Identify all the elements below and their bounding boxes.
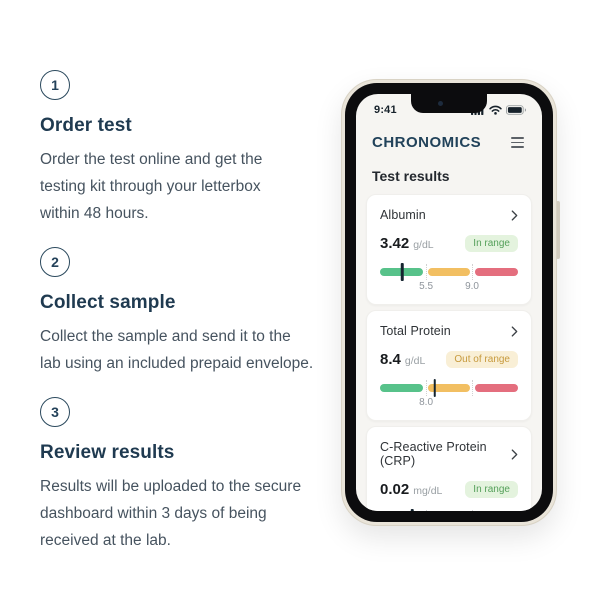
tick-label: 8.0 [419,397,434,408]
status-badge: In range [465,235,518,252]
range-divider [426,264,428,280]
menu-icon[interactable] [509,135,526,149]
value-marker [411,509,414,511]
phone-mockup: 9:41 [341,79,560,526]
range-segment-low [380,384,423,392]
chevron-right-icon [511,448,518,460]
step-description: Results will be uploaded to the secure d… [40,478,302,549]
screen-title: Test results [372,168,450,184]
status-badge: Out of range [446,351,518,368]
result-value: 8.4 [380,351,401,368]
step-title: Order test [40,115,132,136]
notch [411,94,487,113]
tick-label: 5.5 [419,281,434,292]
battery-icon [506,104,526,115]
range-segment-low [380,263,423,281]
range-divider [426,510,428,511]
result-card-total-protein[interactable]: Total Protein 8.4 g/dL Out of range [366,310,532,421]
range-segment-high [475,384,519,392]
steps-column: 1 Order test Order the test online and g… [40,70,338,574]
status-bar: 9:41 [356,94,542,118]
value-marker [400,263,404,281]
phone-screen: 9:41 [356,94,542,511]
range-bar [380,263,519,281]
tick-label: 9.0 [465,281,479,292]
app-logo: CHRONOMICS [372,134,482,151]
step-number-badge: 3 [40,397,70,427]
status-time: 9:41 [374,103,397,116]
range-divider [426,380,428,396]
step-number: 1 [51,77,59,93]
result-unit: g/dL [404,355,426,367]
result-unit: mg/dL [413,485,443,497]
value-marker [433,379,437,397]
chevron-right-icon [511,209,518,221]
range-divider [472,380,474,396]
power-button [555,201,560,259]
step-number-badge: 2 [40,247,70,277]
result-name: C-Reactive Protein (CRP) [380,440,487,468]
result-name: Total Protein [380,324,451,338]
result-unit: g/dL [413,239,434,251]
range-segment-mid [427,379,471,397]
range-segment-mid [427,268,471,276]
range-divider [472,510,474,511]
range-segment-high [475,268,519,276]
range-divider [472,264,474,280]
status-badge: In range [465,481,518,498]
chevron-right-icon [511,325,518,337]
step-number: 2 [51,254,59,270]
step-collect-sample: 2 Collect sample Collect the sample and … [40,247,338,377]
step-title: Review results [40,442,175,463]
result-name: Albumin [380,208,426,222]
phone-bezel: 9:41 [345,83,553,522]
step-description: Order the test online and get the testin… [40,151,263,222]
step-number-badge: 1 [40,70,70,100]
results-list: Albumin 3.42 g/dL In range [356,194,542,511]
result-card-crp[interactable]: C-Reactive Protein (CRP) 0.02 mg/dL In r… [366,426,532,511]
step-number: 3 [51,404,59,420]
step-review-results: 3 Review results Results will be uploade… [40,397,338,554]
wifi-icon [489,105,502,115]
result-card-albumin[interactable]: Albumin 3.42 g/dL In range [366,194,532,305]
step-title: Collect sample [40,292,176,313]
step-order-test: 1 Order test Order the test online and g… [40,70,338,227]
result-value: 3.42 [380,235,410,252]
camera-icon [438,101,444,106]
result-value: 0.02 [380,481,410,498]
app-header: CHRONOMICS [356,118,542,151]
range-bar [380,379,519,397]
step-description: Collect the sample and send it to the la… [40,328,314,372]
